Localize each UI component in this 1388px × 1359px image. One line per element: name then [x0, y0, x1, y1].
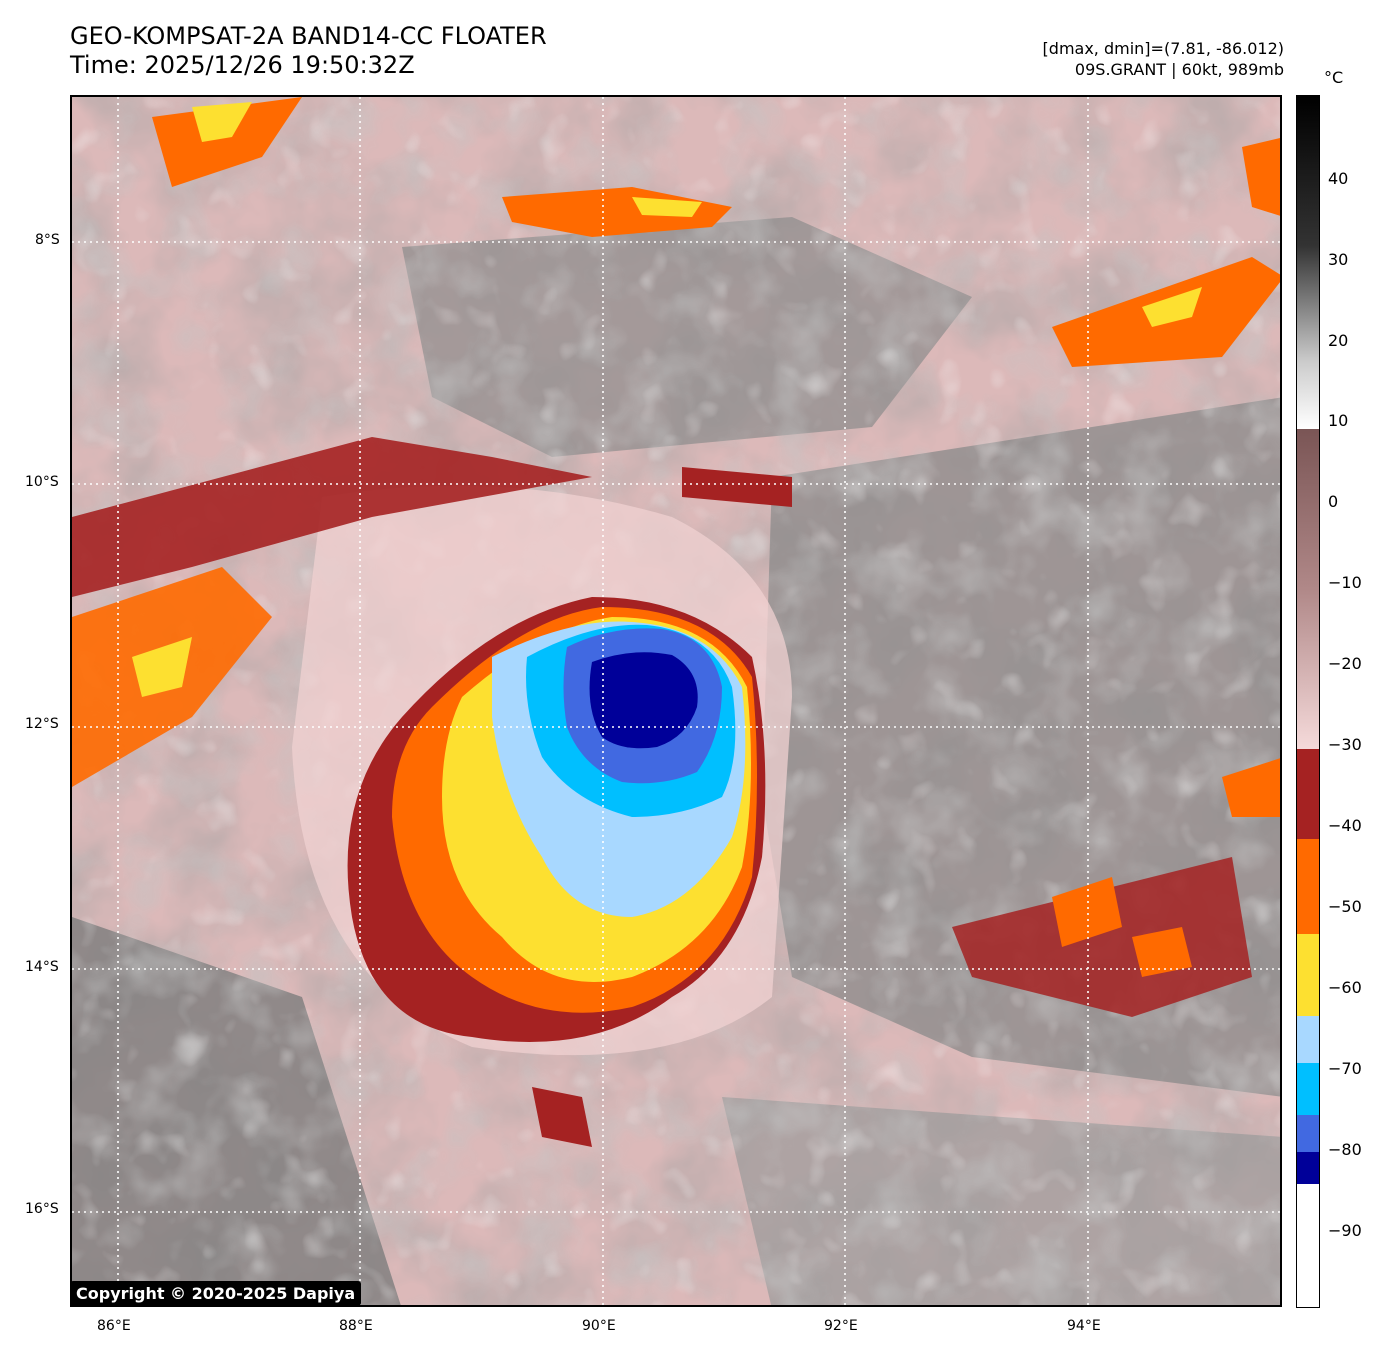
storm-id: 09S.GRANT | 60kt, 989mb — [1074, 60, 1284, 79]
band-northwest — [152, 97, 302, 187]
band-north — [502, 187, 732, 237]
lon-label-90e: 90°E — [582, 1318, 616, 1334]
colorbar-label-0: 0 — [1328, 492, 1339, 511]
band-northeast-yellow — [1142, 287, 1202, 327]
colorbar-label-m90: −90 — [1328, 1221, 1362, 1240]
band-southeast — [952, 857, 1252, 1017]
lat-gridlines — [72, 241, 1280, 1213]
colorbar-label-m70: −70 — [1328, 1059, 1362, 1078]
copyright-badge: Copyright © 2020-2025 Dapiya — [70, 1281, 362, 1306]
colorbar-label-10: 10 — [1328, 411, 1349, 430]
lon-gridlines — [117, 97, 1089, 1305]
band-east-line — [682, 467, 792, 507]
lat-label-12s: 12°S — [25, 716, 59, 732]
band-north-yellow — [632, 197, 702, 217]
band-southeast-orange2 — [1132, 927, 1192, 977]
colorbar-label-20: 20 — [1328, 331, 1349, 350]
band-east-cell — [1222, 758, 1280, 817]
colorbar-label-m50: −50 — [1328, 897, 1362, 916]
storm-info: [dmax, dmin]=(7.81, -86.012) 09S.GRANT |… — [1043, 38, 1284, 80]
band-northwest-yellow — [192, 102, 252, 142]
colorbar-label-m60: −60 — [1328, 978, 1362, 997]
map-image — [72, 97, 1280, 1305]
ring-navy — [589, 652, 698, 749]
colorbar-label-m20: −20 — [1328, 654, 1362, 673]
colorbar-unit: °C — [1324, 68, 1344, 87]
lon-label-94e: 94°E — [1067, 1318, 1101, 1334]
lon-label-92e: 92°E — [824, 1318, 858, 1334]
colorbar-label-m10: −10 — [1328, 573, 1362, 592]
colorbar-label-30: 30 — [1328, 250, 1349, 269]
colorbar — [1296, 95, 1320, 1308]
lon-label-86e: 86°E — [97, 1318, 131, 1334]
colorbar-label-m80: −80 — [1328, 1140, 1362, 1159]
title-time: Time: 2025/12/26 19:50:32Z — [70, 51, 415, 79]
band-southeast-orange — [1052, 877, 1122, 947]
colorbar-label-m40: −40 — [1328, 816, 1362, 835]
data-range: [dmax, dmin]=(7.81, -86.012) — [1042, 39, 1284, 58]
chart-title: GEO-KOMPSAT-2A BAND14-CC FLOATER Time: 2… — [70, 22, 547, 80]
colorbar-gradient — [1297, 96, 1319, 1307]
lat-label-14s: 14°S — [25, 959, 59, 975]
band-west-yellow — [132, 637, 192, 697]
band-south-feeder — [532, 1087, 592, 1147]
band-west-red — [72, 437, 592, 597]
title-product: GEO-KOMPSAT-2A BAND14-CC FLOATER — [70, 22, 547, 50]
lat-label-16s: 16°S — [25, 1201, 59, 1217]
colorbar-label-40: 40 — [1328, 169, 1349, 188]
band-corner — [1242, 137, 1280, 216]
lat-label-8s: 8°S — [35, 232, 60, 248]
colorbar-label-m30: −30 — [1328, 735, 1362, 754]
lat-label-10s: 10°S — [25, 474, 59, 490]
satellite-map[interactable] — [70, 95, 1282, 1307]
lon-label-88e: 88°E — [339, 1318, 373, 1334]
